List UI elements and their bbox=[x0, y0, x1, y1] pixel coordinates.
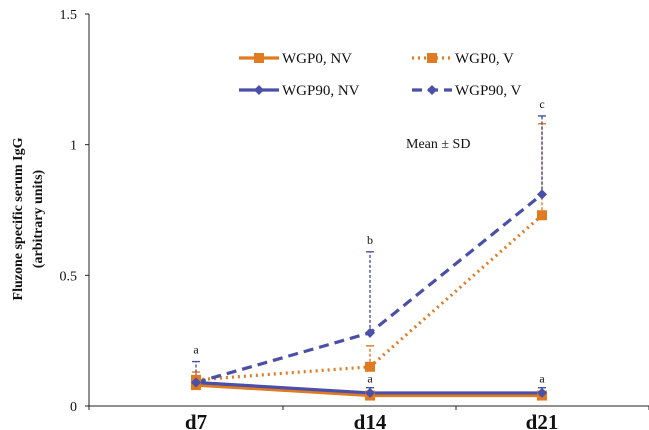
legend-label: WGP90, V bbox=[455, 83, 522, 99]
legend-label: WGP0, NV bbox=[282, 51, 352, 67]
y-tick-label: 1 bbox=[70, 139, 77, 154]
x-tick-label: d7 bbox=[185, 410, 207, 430]
legend-label: WGP90, NV bbox=[282, 83, 360, 99]
data-point bbox=[191, 377, 201, 388]
error-bars bbox=[192, 115, 546, 396]
axes bbox=[88, 14, 649, 407]
legend: WGP0, NV WGP0, V WGP90, NV WGP90, V bbox=[239, 51, 522, 99]
legend-marker bbox=[427, 85, 437, 95]
y-axis-label-line2: (arbitrary units) bbox=[31, 169, 46, 268]
significance-letter: a bbox=[193, 343, 199, 357]
x-ticks: d7 d14 d21 bbox=[88, 406, 649, 430]
legend-label: WGP0, V bbox=[455, 51, 514, 67]
data-point bbox=[537, 210, 547, 221]
data-point bbox=[365, 327, 375, 338]
y-ticks: 0 0.5 1 1.5 bbox=[60, 8, 89, 415]
legend-marker bbox=[254, 53, 264, 63]
y-tick-label: 0.5 bbox=[60, 269, 78, 284]
legend-marker bbox=[427, 53, 437, 63]
data-point bbox=[537, 189, 547, 200]
data-point bbox=[365, 361, 375, 372]
x-tick-label: d14 bbox=[354, 410, 387, 430]
significance-letter: b bbox=[367, 233, 373, 247]
significance-letter: a bbox=[539, 371, 545, 385]
series-markers bbox=[191, 189, 547, 401]
y-axis-label-line1: Fluzone specific serum IgG bbox=[11, 137, 26, 300]
y-tick-label: 0 bbox=[70, 400, 77, 415]
mean-sd-annotation: Mean ± SD bbox=[406, 137, 470, 152]
significance-letter: a bbox=[367, 371, 373, 385]
x-tick-label: d21 bbox=[526, 410, 559, 430]
y-tick-label: 1.5 bbox=[60, 8, 78, 23]
significance-letter: c bbox=[539, 97, 544, 111]
y-axis-label: Fluzone specific serum IgG (arbitrary un… bbox=[11, 137, 46, 300]
series-line bbox=[195, 193, 544, 385]
significance-letters: a b a c a bbox=[193, 97, 545, 385]
legend-marker bbox=[254, 85, 264, 95]
data-point bbox=[365, 387, 375, 398]
data-point bbox=[537, 387, 547, 398]
